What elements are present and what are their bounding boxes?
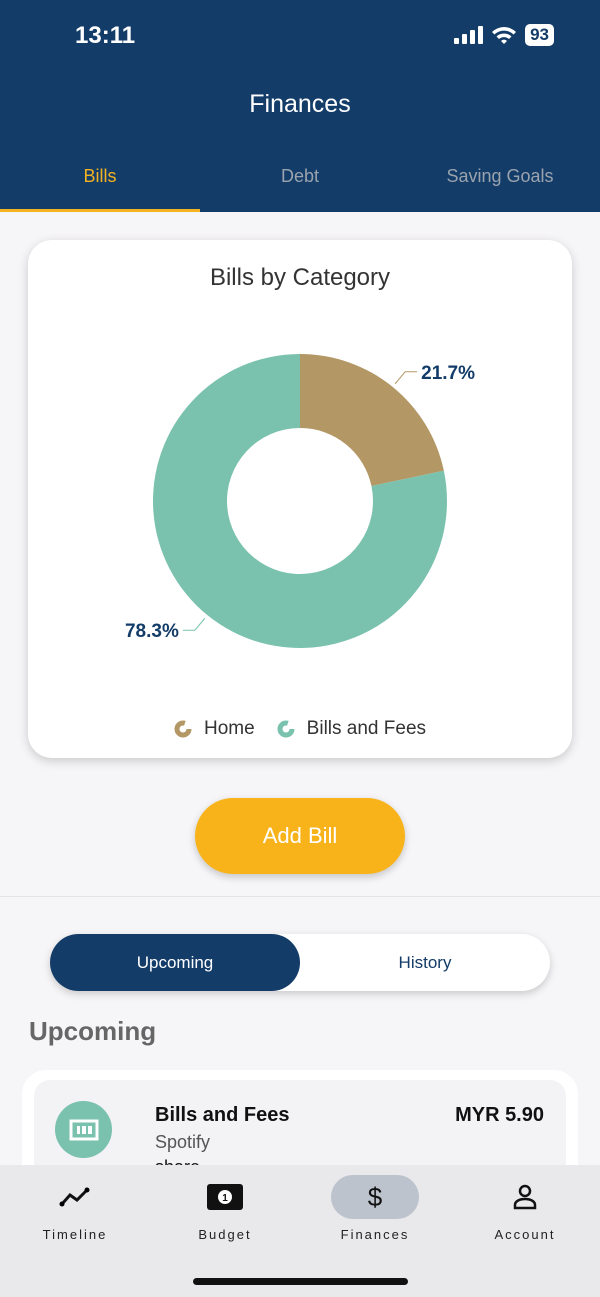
svg-text:1: 1 [222, 1193, 228, 1204]
label-leader-line [182, 617, 206, 631]
legend-item-home[interactable]: Home [174, 718, 255, 740]
donut-chart: 21.7% 78.3% [125, 354, 475, 648]
tab-bills[interactable]: Bills [0, 166, 200, 212]
bill-category: Bills and Fees [155, 1104, 290, 1126]
section-title: Upcoming [29, 1016, 157, 1046]
slice-label: 21.7% [421, 363, 475, 384]
legend-donut-icon [277, 720, 295, 738]
bill-amount: MYR 5.90 [455, 1104, 544, 1126]
slice-label: 78.3% [125, 621, 179, 642]
bill-category-icon [55, 1101, 112, 1158]
donut-slice-0[interactable] [300, 354, 444, 486]
donut-slice-1[interactable] [153, 354, 447, 648]
dollar-icon: $ [331, 1175, 419, 1219]
money-icon: 1 [181, 1175, 269, 1219]
tab-saving-goals[interactable]: Saving Goals [446, 166, 554, 186]
page-title: Finances [249, 90, 351, 118]
nav-budget[interactable]: 1 Budget [150, 1165, 300, 1297]
segment-history[interactable]: History [398, 952, 452, 972]
app-header: 13:11 93 Finances Bills Debt Saving Goal… [0, 0, 600, 212]
bill-filter-toggle[interactable]: Upcoming History [50, 934, 550, 991]
segment-upcoming[interactable]: Upcoming [50, 934, 300, 991]
wifi-icon [492, 27, 517, 44]
status-icons: 93 [454, 24, 554, 46]
label-leader-line [394, 371, 418, 385]
divider [0, 896, 600, 897]
nav-finances[interactable]: $ Finances [300, 1165, 450, 1297]
battery-indicator: 93 [525, 24, 554, 46]
tab-debt[interactable]: Debt [280, 166, 320, 186]
person-icon [481, 1175, 569, 1219]
signal-icon [454, 26, 484, 44]
chart-title: Bills by Category [209, 264, 391, 291]
timeline-icon [31, 1175, 119, 1219]
home-indicator [193, 1278, 408, 1285]
chart-legend: Home Bills and Fees [28, 718, 572, 740]
bottom-nav: Timeline 1 Budget $ Finances Account [0, 1165, 600, 1297]
chart-card: Bills by Category 21.7% 78.3% Home Bills … [28, 240, 572, 758]
bill-name: Spotify [155, 1132, 211, 1152]
add-bill-button[interactable]: Add Bill [195, 798, 405, 874]
legend-item-bills-and-fees[interactable]: Bills and Fees [277, 718, 426, 740]
status-time: 13:11 [75, 22, 136, 49]
nav-account[interactable]: Account [450, 1165, 600, 1297]
legend-donut-icon [174, 720, 192, 738]
nav-timeline[interactable]: Timeline [0, 1165, 150, 1297]
